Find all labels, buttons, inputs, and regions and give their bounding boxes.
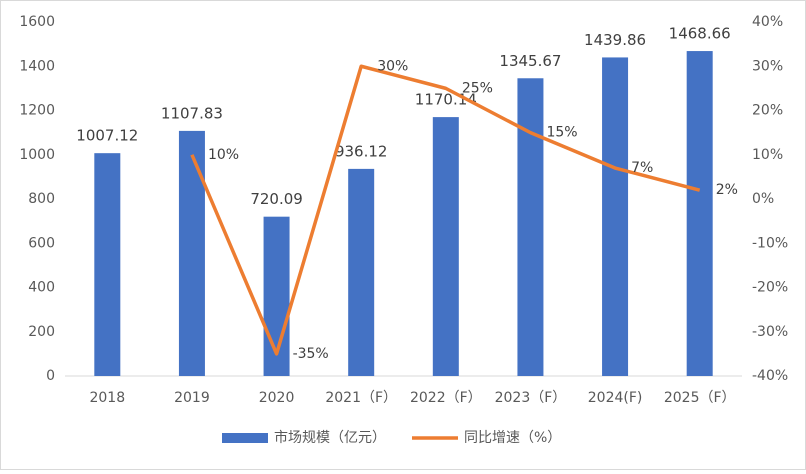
line-value-label: 30% <box>377 58 408 74</box>
line-value-label: 15% <box>546 125 577 141</box>
bar <box>94 153 121 376</box>
bar <box>432 117 459 377</box>
y2-tick-label: 30% <box>752 58 783 74</box>
legend-label: 同比增速（%） <box>464 430 561 446</box>
y-tick-label: 200 <box>28 324 55 340</box>
y-tick-label: 1200 <box>19 103 55 119</box>
line-value-label: 25% <box>462 80 493 96</box>
y-tick-label: 0 <box>46 368 55 384</box>
bar <box>517 78 544 377</box>
x-tick-label: 2022（F） <box>410 390 482 406</box>
legend-label: 市场规模（亿元） <box>274 429 386 446</box>
y2-tick-label: 20% <box>752 103 783 119</box>
y2-tick-label: 10% <box>752 147 783 163</box>
bar <box>178 130 205 376</box>
bar-value-label: 1439.86 <box>584 31 646 49</box>
y-tick-label: 800 <box>28 191 55 207</box>
line <box>190 64 701 356</box>
bar-value-label: 1468.66 <box>669 25 731 43</box>
y-tick-label: 1600 <box>19 14 55 30</box>
bar <box>348 168 375 376</box>
y2-tick-label: 40% <box>752 14 783 30</box>
y2-tick-label: 0% <box>752 191 774 207</box>
bar-value-label: 936.12 <box>335 142 388 160</box>
bar-value-label: 1345.67 <box>499 52 561 70</box>
y-tick-label: 1400 <box>19 58 55 74</box>
y-tick-label: 600 <box>28 235 55 251</box>
y-tick-label: 400 <box>28 280 55 296</box>
bar-value-label: 1107.83 <box>161 104 223 122</box>
x-tick-label: 2021（F） <box>325 390 397 406</box>
legend-swatch <box>222 433 268 443</box>
x-tick-label: 2024(F) <box>588 390 643 406</box>
x-tick-label: 2025（F） <box>664 390 736 406</box>
x-tick-label: 2023（F） <box>495 390 567 406</box>
y2-tick-label: -20% <box>752 280 788 296</box>
line-value-label: 7% <box>631 160 653 176</box>
y-tick-label: 1000 <box>19 147 55 163</box>
x-tick-label: 2018 <box>89 390 125 406</box>
line-value-label: 10% <box>208 147 239 163</box>
x-tick-label: 2020 <box>259 390 295 406</box>
bar <box>686 51 713 377</box>
y2-tick-label: -40% <box>752 368 788 384</box>
y2-tick-label: -10% <box>752 235 788 251</box>
line-value-label: -35% <box>293 346 329 362</box>
bar-value-label: 720.09 <box>250 190 303 208</box>
x-tick-label: 2019 <box>174 390 210 406</box>
y2-tick-label: -30% <box>752 324 788 340</box>
bar-value-label: 1007.12 <box>76 127 138 145</box>
line-value-label: 2% <box>716 182 738 198</box>
bar <box>602 57 629 377</box>
